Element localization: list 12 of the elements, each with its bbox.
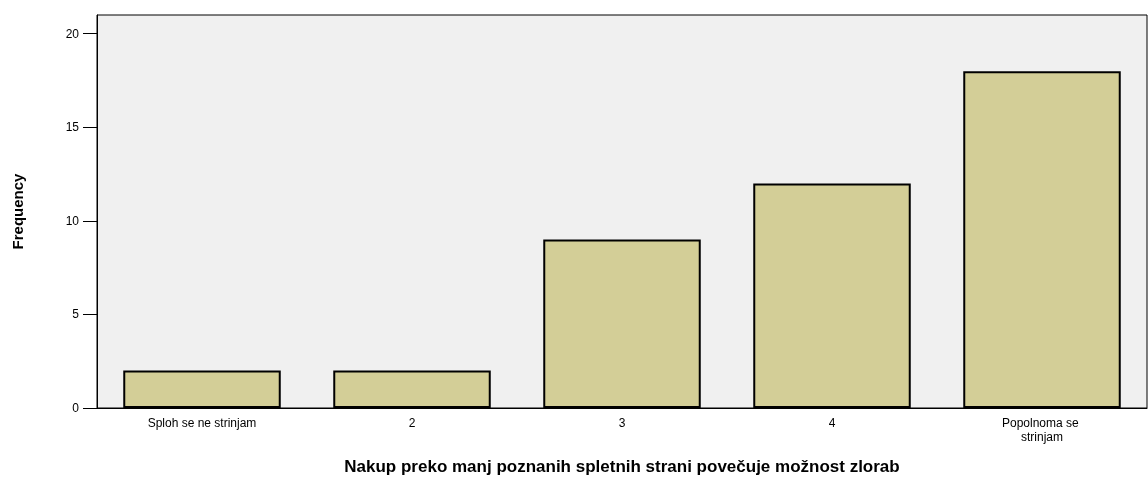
y-tick-label: 20 — [65, 26, 80, 41]
y-tick-label: 5 — [72, 307, 80, 322]
x-tick-label: Sploh se ne strinjam — [147, 416, 257, 430]
y-tick-label: 0 — [72, 401, 80, 415]
x-tick-label: Popolnoma se strinjam — [1001, 416, 1083, 444]
x-tick-label: 4 — [828, 416, 836, 430]
x-tick-label: 3 — [618, 416, 626, 430]
y-tick-label: 10 — [65, 213, 80, 228]
x-axis-title: Nakup preko manj poznanih spletnih strani povečuje možnost zlorab — [344, 457, 900, 476]
x-tick-label: 2 — [408, 416, 416, 430]
y-axis-title: Frequency — [9, 172, 26, 250]
y-tick-label: 15 — [65, 120, 80, 135]
